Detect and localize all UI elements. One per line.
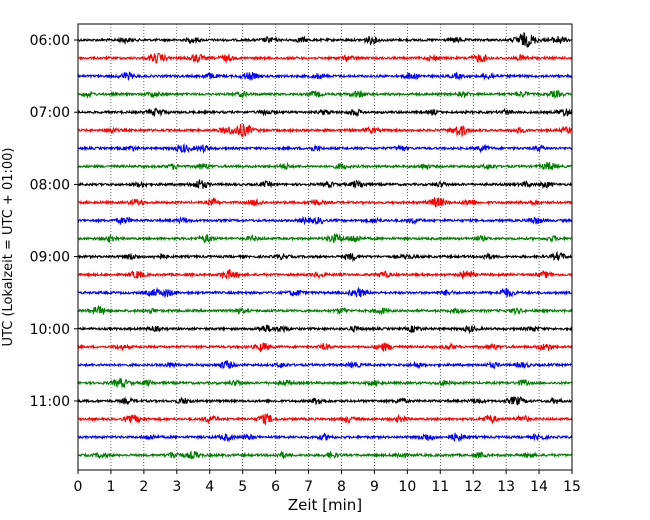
x-tick-label: 14: [530, 479, 548, 495]
x-tick-label: 9: [370, 479, 379, 495]
trace-1030: [77, 359, 573, 370]
x-tick-label: 4: [205, 479, 214, 495]
trace-1145: [77, 450, 573, 460]
x-tick-label: 8: [337, 479, 346, 495]
trace-0645: [77, 89, 573, 100]
x-tick-label: 6: [271, 479, 280, 495]
plot-frame: [77, 23, 573, 471]
x-tick-label: 0: [74, 479, 83, 495]
trace-0715: [77, 123, 573, 138]
trace-1115: [77, 412, 573, 426]
x-axis: 0 1 2 3 4 5 6 7 8 9 10 11 12 13 14 15: [74, 470, 581, 495]
x-tick-label: 3: [172, 479, 181, 495]
trace-1045: [77, 378, 573, 389]
trace-1015: [77, 341, 573, 353]
y-tick-label: 06:00: [30, 33, 70, 49]
trace-0800: [77, 178, 573, 190]
y-tick-label: 09:00: [30, 250, 70, 266]
trace-0600: [77, 32, 573, 48]
x-axis-label: Zeit [min]: [288, 496, 362, 514]
y-tick-label: 07:00: [30, 105, 70, 121]
grid-lines: [110, 24, 540, 470]
trace-0900: [77, 250, 573, 263]
y-axis: 06:00 07:00 08:00 09:00 10:00 11:00: [30, 33, 78, 410]
x-tick-label: 12: [464, 479, 482, 495]
x-tick-label: 10: [398, 479, 416, 495]
trace-0730: [77, 142, 573, 154]
trace-0845: [77, 232, 573, 244]
trace-1100: [77, 396, 573, 406]
trace-0815: [77, 196, 573, 208]
trace-group: [77, 32, 573, 460]
y-tick-label: 11:00: [30, 394, 70, 410]
trace-0830: [77, 215, 573, 226]
trace-0945: [77, 304, 573, 316]
y-tick-label: 10:00: [30, 322, 70, 338]
trace-0700: [77, 107, 573, 118]
x-tick-label: 5: [238, 479, 247, 495]
x-tick-label: 7: [304, 479, 313, 495]
trace-0930: [77, 286, 573, 299]
trace-0915: [77, 268, 573, 280]
trace-1000: [77, 324, 573, 335]
trace-0615: [77, 52, 573, 64]
x-tick-label: 13: [497, 479, 515, 495]
trace-1130: [77, 432, 573, 443]
x-tick-label: 2: [139, 479, 148, 495]
x-tick-label: 1: [106, 479, 115, 495]
x-tick-label: 11: [431, 479, 449, 495]
y-tick-label: 08:00: [30, 177, 70, 193]
x-tick-label: 15: [563, 479, 581, 495]
y-axis-label: UTC (Lokalzeit = UTC + 01:00): [1, 148, 16, 347]
trace-0745: [77, 161, 573, 171]
trace-0630: [77, 71, 573, 81]
